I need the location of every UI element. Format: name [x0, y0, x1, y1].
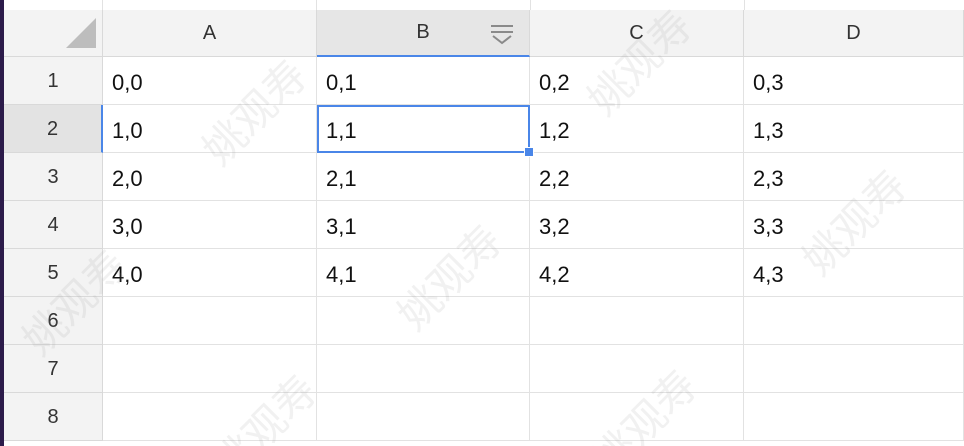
column-header-a[interactable]: A [103, 10, 317, 57]
cell-c7[interactable] [530, 345, 744, 393]
cell-d7[interactable] [744, 345, 964, 393]
cell-d6[interactable] [744, 297, 964, 345]
row-header-6[interactable]: 6 [4, 297, 103, 345]
strip-divider [744, 0, 745, 10]
cell-b8[interactable] [317, 393, 530, 441]
cell-a3[interactable]: 2,0 [103, 153, 317, 201]
cell-d8[interactable] [744, 393, 964, 441]
window-edge [0, 0, 4, 446]
row-header-2[interactable]: 2 [4, 105, 103, 153]
cell-b7[interactable] [317, 345, 530, 393]
cell-d2[interactable]: 1,3 [744, 105, 964, 153]
sheet-grid: A B C D 1 0,0 0,1 0,2 0,3 2 1,0 1,1 1,2 [4, 10, 964, 441]
cell-d5[interactable]: 4,3 [744, 249, 964, 297]
cell-c1[interactable]: 0,2 [530, 57, 744, 105]
filter-dropdown-icon[interactable] [489, 21, 515, 47]
cell-d3[interactable]: 2,3 [744, 153, 964, 201]
cell-c6[interactable] [530, 297, 744, 345]
row-header-1[interactable]: 1 [4, 57, 103, 105]
row-header-5[interactable]: 5 [4, 249, 103, 297]
cell-c3[interactable]: 2,2 [530, 153, 744, 201]
cell-b6[interactable] [317, 297, 530, 345]
cell-b2[interactable]: 1,1 [317, 105, 534, 157]
cell-c2[interactable]: 1,2 [530, 105, 744, 153]
column-header-d[interactable]: D [744, 10, 964, 57]
cell-b5[interactable]: 4,1 [317, 249, 530, 297]
cell-b2-value: 1,1 [326, 117, 357, 143]
row-header-8[interactable]: 8 [4, 393, 103, 441]
cell-a1[interactable]: 0,0 [103, 57, 317, 105]
row-header-3[interactable]: 3 [4, 153, 103, 201]
cell-a4[interactable]: 3,0 [103, 201, 317, 249]
cell-c4[interactable]: 3,2 [530, 201, 744, 249]
row-header-7[interactable]: 7 [4, 345, 103, 393]
cell-a7[interactable] [103, 345, 317, 393]
cell-a8[interactable] [103, 393, 317, 441]
fill-handle[interactable] [524, 147, 534, 157]
cell-d1[interactable]: 0,3 [744, 57, 964, 105]
cell-c8[interactable] [530, 393, 744, 441]
row-header-4[interactable]: 4 [4, 201, 103, 249]
cell-c5[interactable]: 4,2 [530, 249, 744, 297]
cell-b1[interactable]: 0,1 [317, 57, 530, 105]
select-all-icon [66, 18, 96, 48]
strip-divider [102, 0, 103, 10]
cell-a2[interactable]: 1,0 [103, 105, 317, 153]
column-header-b[interactable]: B [317, 10, 530, 57]
cell-a6[interactable] [103, 297, 317, 345]
cell-b3[interactable]: 2,1 [317, 153, 530, 201]
strip-divider [316, 0, 317, 10]
strip-divider [530, 0, 531, 10]
cell-a5[interactable]: 4,0 [103, 249, 317, 297]
cell-b4[interactable]: 3,1 [317, 201, 530, 249]
cell-d4[interactable]: 3,3 [744, 201, 964, 249]
column-header-label: B [416, 21, 430, 43]
select-all-corner[interactable] [4, 10, 103, 57]
column-header-c[interactable]: C [530, 10, 744, 57]
